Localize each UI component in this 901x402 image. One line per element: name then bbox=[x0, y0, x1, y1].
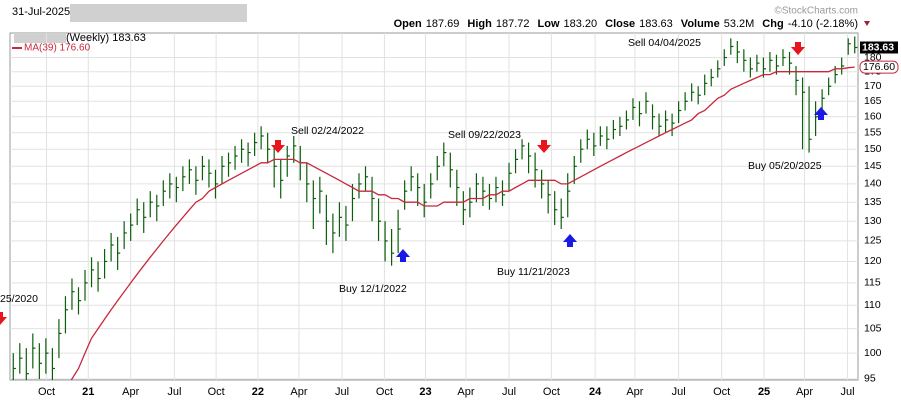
plot-frame bbox=[9, 32, 859, 381]
last-ma-tag bbox=[859, 60, 899, 74]
x-tick-label: Oct bbox=[543, 386, 560, 398]
x-tick-label: Oct bbox=[208, 386, 225, 398]
last-price-label: 183.63 bbox=[862, 41, 894, 53]
quote-value: 183.63 bbox=[639, 18, 673, 30]
x-tick-label: Jul bbox=[335, 386, 349, 398]
redacted-box bbox=[14, 33, 66, 43]
quote-value: 187.69 bbox=[426, 18, 460, 30]
plot-layer bbox=[12, 36, 858, 380]
redacted-box bbox=[70, 4, 247, 22]
quote-label: High bbox=[467, 18, 492, 30]
x-tick-label: Jul bbox=[167, 386, 181, 398]
y-tick-label: 170 bbox=[864, 80, 882, 92]
x-tick-label: Oct bbox=[376, 386, 393, 398]
sell-arrow bbox=[271, 140, 285, 153]
quote-value: 183.20 bbox=[564, 18, 598, 30]
y-tick-label: 140 bbox=[864, 178, 882, 190]
y-tick-label: 150 bbox=[864, 143, 882, 155]
moving-average bbox=[70, 66, 855, 380]
signal-annotation: Buy 11/21/2023 bbox=[497, 266, 570, 278]
x-tick-label: Apr bbox=[290, 386, 307, 398]
y-tick-label: 115 bbox=[864, 277, 881, 289]
x-tick-label: Apr bbox=[626, 386, 643, 398]
chg-down-icon bbox=[864, 21, 870, 26]
y-tick-label: 125 bbox=[864, 235, 882, 247]
quote-value: -4.10 (-2.18%) bbox=[788, 18, 858, 30]
quote-label: Close bbox=[605, 18, 635, 30]
y-tick-label: 100 bbox=[864, 347, 882, 359]
brand: ©StockCharts.com bbox=[774, 6, 858, 17]
quote-line: Open 187.69 High 187.72 Low 183.20 Close 183.63… bbox=[394, 18, 858, 30]
y-tick-label: 120 bbox=[864, 255, 882, 267]
buy-arrow bbox=[396, 249, 410, 262]
y-tick-label: 160 bbox=[864, 111, 882, 123]
buy-arrow bbox=[814, 107, 828, 120]
x-tick-label: 21 bbox=[82, 386, 94, 398]
signal-annotation: Sell 04/04/2025 bbox=[628, 37, 701, 49]
sell-arrow bbox=[791, 42, 805, 55]
date: 31-Jul-2025 bbox=[12, 6, 70, 18]
signal-annotation: Buy 12/1/2022 bbox=[339, 283, 407, 295]
quote-label: Low bbox=[538, 18, 560, 30]
x-tick-label: Oct bbox=[713, 386, 730, 398]
y-tick-label: 145 bbox=[864, 160, 882, 172]
y-tick-label: 135 bbox=[864, 196, 882, 208]
y-tick-label: 110 bbox=[864, 299, 881, 311]
y-tick-label: 105 bbox=[864, 322, 882, 334]
signal-annotation: Sell 09/22/2023 bbox=[448, 129, 521, 141]
quote-value: 187.72 bbox=[496, 18, 530, 30]
quote-label: Open bbox=[394, 18, 422, 30]
x-tick-label: Apr bbox=[457, 386, 474, 398]
legend-ma: MA(39) 176.60 bbox=[24, 43, 91, 54]
x-tick-label: Jul bbox=[672, 386, 686, 398]
signal-annotation: Buy 05/20/2025 bbox=[748, 160, 822, 172]
sell-arrow bbox=[0, 312, 7, 325]
x-tick-label: Jul bbox=[502, 386, 516, 398]
last-price-tag bbox=[860, 41, 898, 54]
x-tick-label: Jul bbox=[841, 386, 855, 398]
x-tick-label: Apr bbox=[796, 386, 813, 398]
x-tick-label: 25 bbox=[758, 386, 770, 398]
signal-annotation: Sell 02/24/2022 bbox=[291, 125, 364, 137]
signal-annotation: 25/2020 bbox=[0, 293, 38, 305]
quote-value: 53.2M bbox=[724, 18, 755, 30]
last-ma-label: 176.60 bbox=[863, 61, 895, 73]
x-tick-label: Oct bbox=[38, 386, 55, 398]
y-tick-label: 155 bbox=[864, 127, 882, 139]
x-tick-label: Apr bbox=[122, 386, 139, 398]
x-tick-label: 22 bbox=[252, 386, 264, 398]
y-tick-label: 180 bbox=[864, 51, 882, 63]
sell-arrow bbox=[537, 140, 551, 153]
quote-label: Volume bbox=[681, 18, 720, 30]
quote-label: Chg bbox=[762, 18, 783, 30]
y-tick-label: 130 bbox=[864, 215, 882, 227]
x-tick-label: 23 bbox=[419, 386, 431, 398]
legend-price: (Weekly) 183.63 bbox=[66, 32, 146, 44]
y-tick-label: 165 bbox=[864, 95, 882, 107]
y-tick-label: 95 bbox=[864, 373, 876, 385]
x-tick-label: 24 bbox=[589, 386, 602, 398]
buy-arrow bbox=[563, 234, 577, 247]
